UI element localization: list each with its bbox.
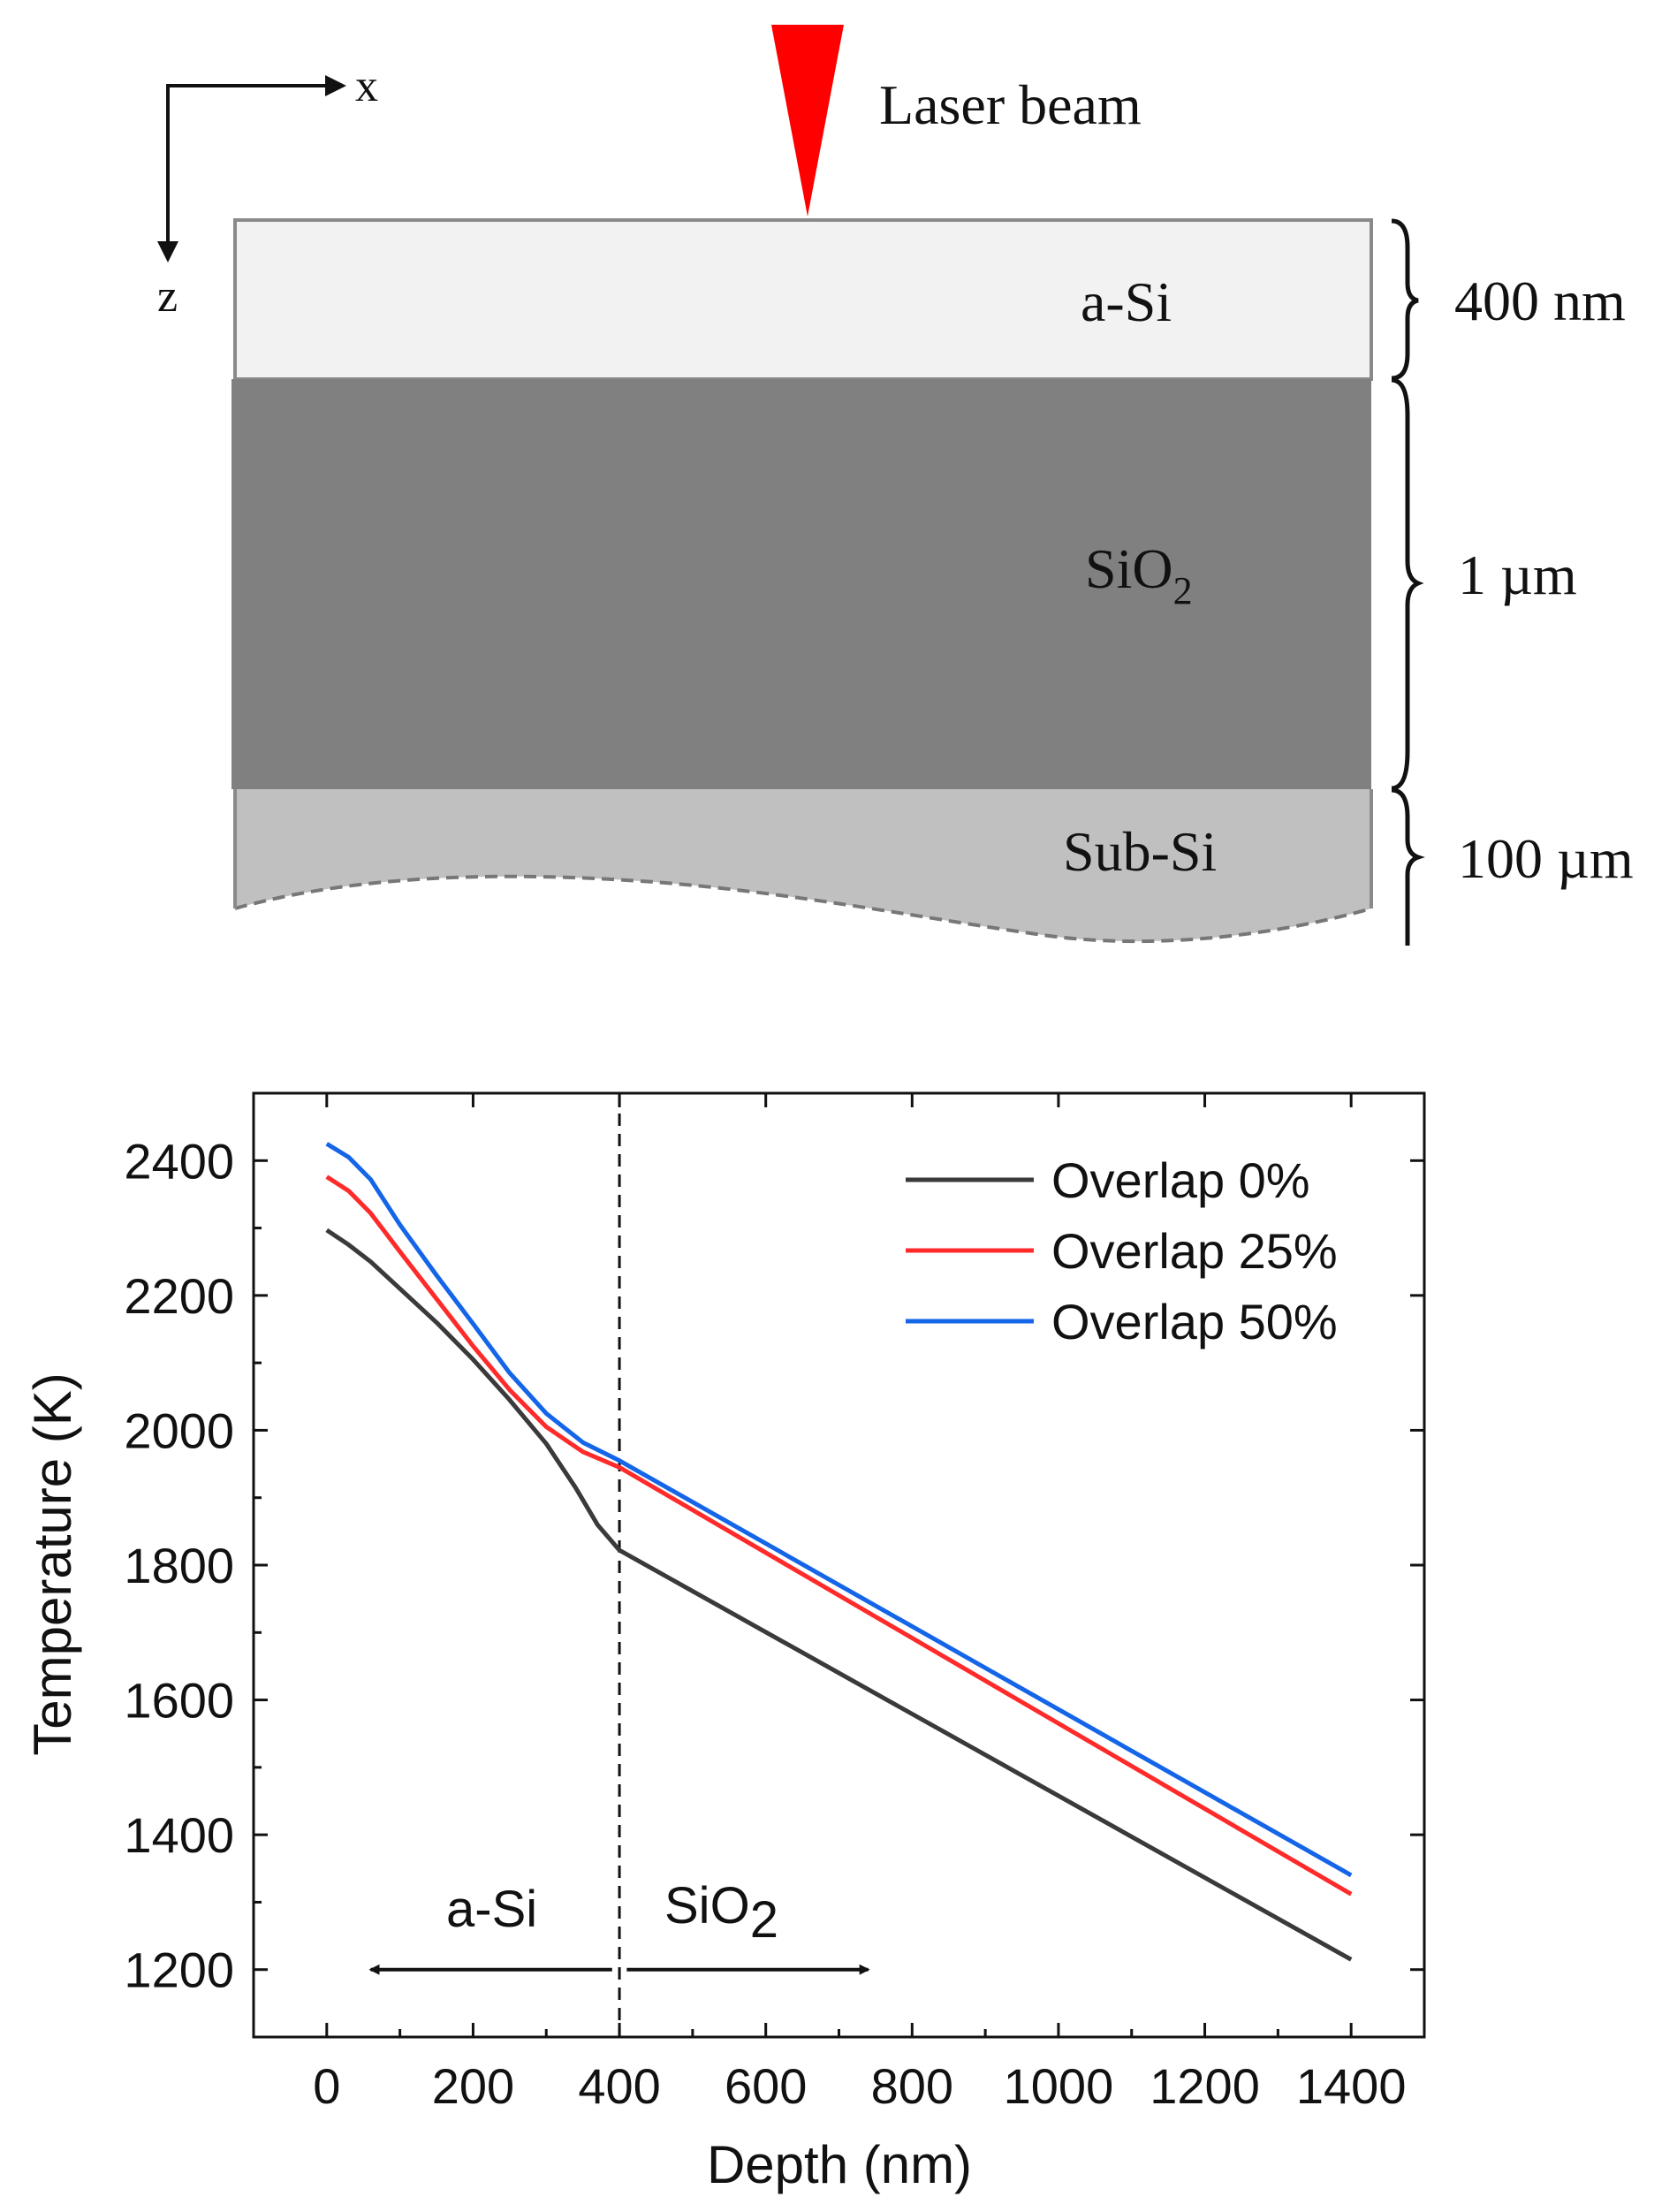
x-axis-title: Depth (nm)	[707, 2135, 972, 2194]
layer-sio2	[231, 379, 1371, 789]
thickness-sub-si: 100 µm	[1458, 827, 1634, 890]
y-tick-label: 2400	[124, 1133, 234, 1189]
layer-a-si	[233, 218, 1373, 381]
series-line-overlap-50-	[325, 1142, 1353, 1878]
thickness-a-si: 400 nm	[1454, 270, 1626, 332]
x-tick-label: 800	[871, 2058, 953, 2114]
legend: Overlap 0% Overlap 25% Overlap 50%	[906, 1152, 1338, 1349]
laser-beam-label: Laser beam	[879, 73, 1142, 136]
brace-sio2	[1391, 377, 1424, 791]
x-tick-label: 1000	[1004, 2058, 1114, 2114]
series-line-overlap-0-	[325, 1228, 1353, 1962]
y-tick-label: 1800	[124, 1538, 234, 1593]
y-tick-label: 1600	[124, 1673, 234, 1729]
series-lines	[325, 1142, 1353, 1962]
y-axis-title: Temperature (K)	[23, 1372, 82, 1755]
x-tick-label: 200	[432, 2058, 514, 2114]
layer-label-a-si: a-Si	[1081, 270, 1172, 333]
layer-sub-si	[235, 789, 1371, 942]
y-tick-label: 1200	[124, 1942, 234, 1998]
coordinate-axes: x z	[157, 61, 378, 322]
series-line-overlap-25-	[325, 1174, 1353, 1897]
legend-label-overlap-50: Overlap 50%	[1051, 1294, 1338, 1349]
y-tick-label: 1400	[124, 1807, 234, 1863]
legend-label-overlap-25: Overlap 25%	[1051, 1223, 1338, 1279]
x-tick-label: 400	[578, 2058, 660, 2114]
annotation-a-si: a-Si	[446, 1881, 537, 1938]
annotation-sio2: SiO2	[664, 1877, 778, 1949]
legend-label-overlap-0: Overlap 0%	[1051, 1152, 1310, 1208]
x-tick-label: 1400	[1296, 2058, 1407, 2114]
x-axis-label: x	[355, 61, 378, 111]
x-tick-label: 1200	[1150, 2058, 1260, 2114]
thickness-sio2: 1 µm	[1458, 543, 1577, 606]
x-tick-label: 600	[725, 2058, 807, 2114]
x-arrowhead	[325, 75, 346, 96]
substrate-break-line	[234, 874, 1372, 944]
y-tick-label: 2200	[124, 1268, 234, 1324]
layer-label-sio2: SiO2	[1085, 537, 1193, 612]
brace-sub-si	[1391, 787, 1425, 946]
x-tick-label: 0	[313, 2058, 340, 2114]
layer-label-sub-si: Sub-Si	[1063, 820, 1217, 883]
z-arrowhead	[157, 241, 178, 262]
laser-beam-icon	[771, 25, 844, 217]
axis-ticks: 0 200 400 600 800 1000 1200 1400 1200 1400 1600 180…	[124, 1093, 1424, 2114]
temperature-chart: 0 200 400 600 800 1000 1200 1400 1200 1400 1600 180…	[23, 1091, 1426, 2194]
schematic: x z Laser beam a-Si SiO2 Sub-Si 400 nm 1…	[157, 25, 1634, 946]
brace-a-si	[1391, 218, 1419, 381]
z-axis-label: z	[157, 271, 178, 322]
y-tick-label: 2000	[124, 1402, 234, 1458]
